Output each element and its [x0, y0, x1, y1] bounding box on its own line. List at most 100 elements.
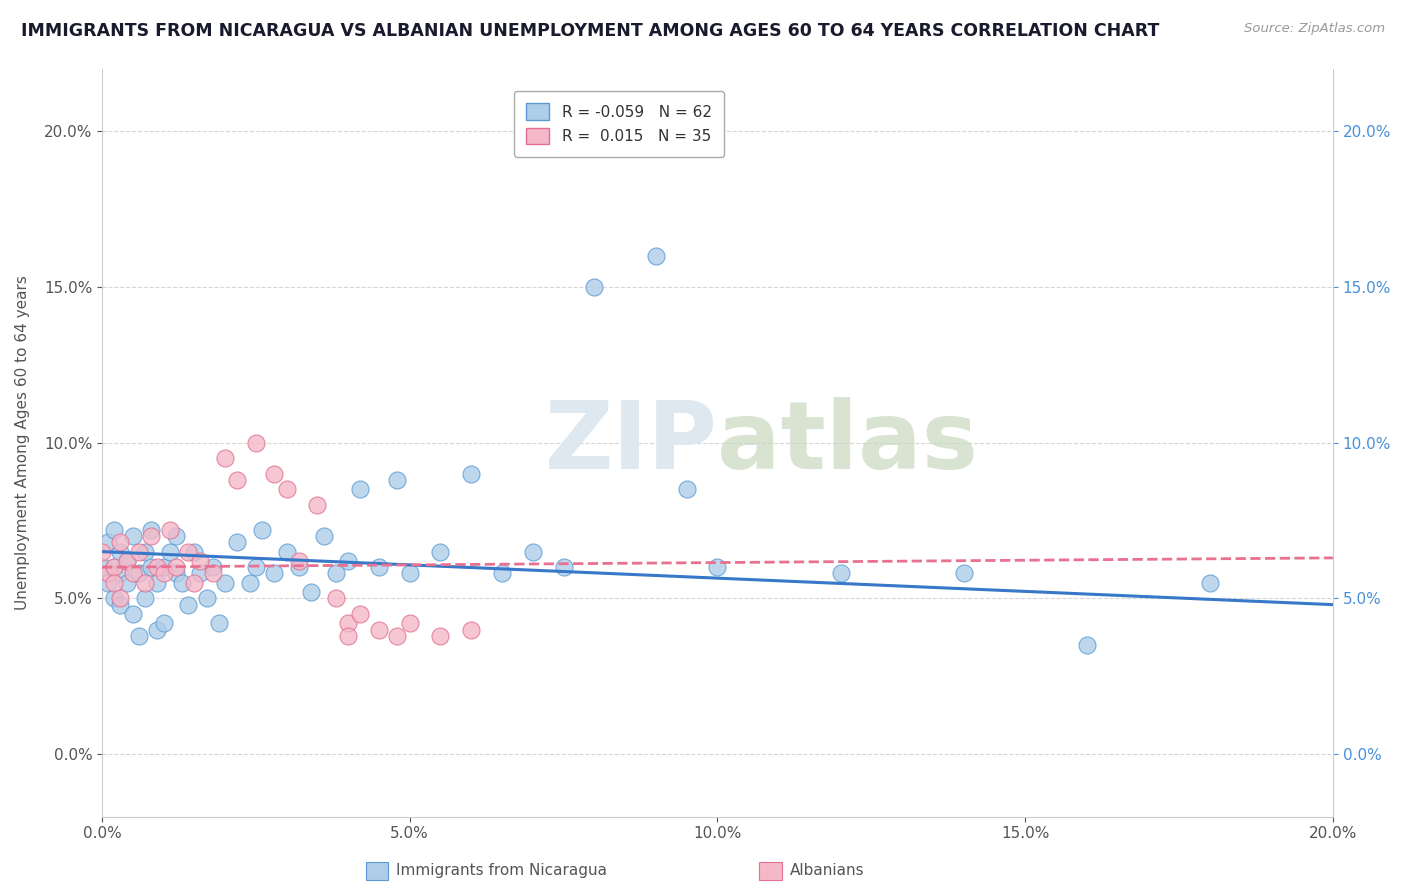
- Point: [103, 560, 125, 574]
- Point: [830, 566, 852, 581]
- Point: [97, 535, 120, 549]
- Text: Source: ZipAtlas.com: Source: ZipAtlas.com: [1244, 22, 1385, 36]
- Point: [121, 529, 143, 543]
- Legend: R = -0.059   N = 62, R =  0.015   N = 35: R = -0.059 N = 62, R = 0.015 N = 35: [515, 91, 724, 156]
- Point: [134, 575, 156, 590]
- Point: [239, 575, 262, 590]
- Point: [460, 467, 482, 481]
- Point: [134, 591, 156, 606]
- Point: [208, 616, 231, 631]
- Point: [115, 554, 138, 568]
- Point: [134, 544, 156, 558]
- Point: [110, 591, 132, 606]
- Point: [195, 591, 218, 606]
- Point: [644, 248, 666, 262]
- Point: [159, 523, 181, 537]
- Point: [368, 623, 391, 637]
- Point: [165, 566, 187, 581]
- Point: [190, 566, 212, 581]
- Text: Albanians: Albanians: [790, 863, 865, 878]
- Point: [429, 629, 451, 643]
- Point: [337, 616, 360, 631]
- Point: [288, 554, 311, 568]
- Point: [190, 554, 212, 568]
- Point: [141, 529, 163, 543]
- Point: [460, 623, 482, 637]
- Point: [146, 575, 169, 590]
- Point: [276, 544, 298, 558]
- Point: [177, 544, 200, 558]
- Y-axis label: Unemployment Among Ages 60 to 64 years: Unemployment Among Ages 60 to 64 years: [15, 275, 30, 610]
- Point: [288, 560, 311, 574]
- Point: [325, 566, 347, 581]
- Point: [522, 544, 544, 558]
- Point: [152, 616, 174, 631]
- Point: [226, 473, 249, 487]
- Point: [201, 566, 224, 581]
- Point: [103, 575, 125, 590]
- Point: [349, 607, 371, 621]
- Point: [128, 566, 150, 581]
- Point: [152, 560, 174, 574]
- Point: [146, 623, 169, 637]
- Point: [128, 544, 150, 558]
- Point: [214, 575, 236, 590]
- Point: [583, 279, 606, 293]
- Point: [276, 483, 298, 497]
- Point: [177, 598, 200, 612]
- Point: [97, 575, 120, 590]
- Point: [368, 560, 391, 574]
- Point: [121, 566, 143, 581]
- Point: [103, 591, 125, 606]
- Point: [183, 544, 205, 558]
- Point: [429, 544, 451, 558]
- Text: ZIP: ZIP: [544, 397, 717, 489]
- Point: [675, 483, 697, 497]
- Point: [110, 566, 132, 581]
- Point: [141, 560, 163, 574]
- Point: [387, 473, 409, 487]
- Point: [91, 544, 114, 558]
- Point: [226, 535, 249, 549]
- Point: [325, 591, 347, 606]
- Point: [263, 566, 285, 581]
- Point: [706, 560, 728, 574]
- Point: [115, 554, 138, 568]
- Point: [115, 575, 138, 590]
- Point: [312, 529, 335, 543]
- Point: [110, 535, 132, 549]
- Point: [170, 575, 193, 590]
- Point: [141, 523, 163, 537]
- Point: [110, 598, 132, 612]
- Point: [553, 560, 575, 574]
- Point: [214, 451, 236, 466]
- Point: [1076, 638, 1098, 652]
- Point: [103, 523, 125, 537]
- Point: [952, 566, 974, 581]
- Point: [1198, 575, 1220, 590]
- Point: [159, 544, 181, 558]
- Point: [152, 566, 174, 581]
- Point: [201, 560, 224, 574]
- Point: [307, 498, 329, 512]
- Point: [103, 560, 125, 574]
- Point: [263, 467, 285, 481]
- Point: [165, 529, 187, 543]
- Point: [337, 629, 360, 643]
- Point: [128, 629, 150, 643]
- Text: Immigrants from Nicaragua: Immigrants from Nicaragua: [396, 863, 607, 878]
- Point: [91, 560, 114, 574]
- Point: [250, 523, 273, 537]
- Point: [110, 544, 132, 558]
- Point: [299, 585, 322, 599]
- Point: [245, 435, 267, 450]
- Point: [146, 560, 169, 574]
- Point: [491, 566, 513, 581]
- Point: [165, 560, 187, 574]
- Point: [121, 607, 143, 621]
- Point: [349, 483, 371, 497]
- Text: atlas: atlas: [717, 397, 979, 489]
- Point: [398, 616, 420, 631]
- Point: [97, 566, 120, 581]
- Point: [245, 560, 267, 574]
